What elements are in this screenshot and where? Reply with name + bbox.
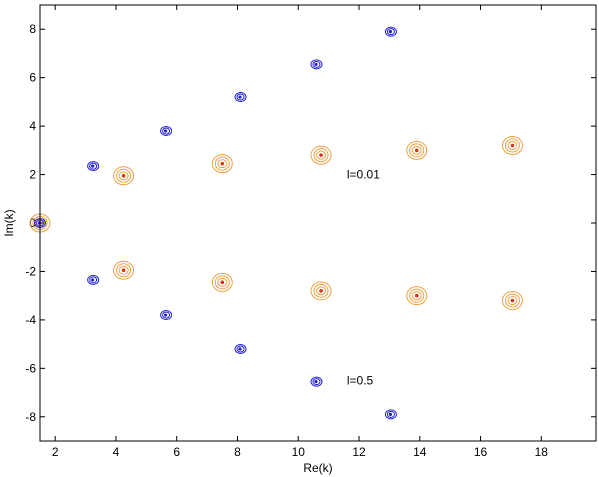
y-tick-label: 8 <box>29 22 36 36</box>
orange-series-point <box>113 166 135 186</box>
plot-background <box>40 5 596 441</box>
orange-series-point <box>406 286 428 306</box>
blue-series-point <box>87 161 100 172</box>
annotation-layer: l=0.01 l=0.5 <box>347 168 380 388</box>
blue-series-point <box>384 26 397 37</box>
orange-series-point <box>310 281 332 301</box>
blue-series-point <box>160 125 173 136</box>
x-tick-label: 4 <box>113 445 120 459</box>
y-tick-label: -8 <box>25 410 36 424</box>
marks-layer <box>29 26 523 420</box>
x-tick-label: 12 <box>352 445 366 459</box>
y-tick-label: -4 <box>25 313 36 327</box>
y-tick-label: 2 <box>29 168 36 182</box>
x-tick-label: 16 <box>474 445 488 459</box>
annotation-label: l=0.01 <box>347 168 380 182</box>
y-tick-label: -6 <box>25 361 36 375</box>
blue-series-point <box>310 376 323 387</box>
blue-series-point <box>310 59 323 70</box>
blue-series-point <box>87 274 100 285</box>
orange-series-point <box>113 260 135 280</box>
x-tick-label: 18 <box>535 445 549 459</box>
annotation-label: l=0.5 <box>347 373 374 387</box>
orange-series-point <box>211 154 233 174</box>
orange-series-point <box>501 291 523 311</box>
blue-series-point <box>234 343 247 354</box>
y-axis-title: Im(k) <box>2 209 16 236</box>
blue-series-point <box>384 409 397 420</box>
x-tick-label: 8 <box>234 445 241 459</box>
x-tick-label: 14 <box>413 445 427 459</box>
orange-series-point <box>211 272 233 292</box>
orange-series-point <box>501 135 523 155</box>
x-tick-label: 6 <box>173 445 180 459</box>
x-tick-label: 10 <box>292 445 306 459</box>
orange-series-point <box>310 145 332 165</box>
y-tick-label: 6 <box>29 71 36 85</box>
x-tick-label: 2 <box>52 445 59 459</box>
orange-series-point <box>406 140 428 160</box>
plot-frame <box>39 4 597 442</box>
y-tick-label: 4 <box>29 119 36 133</box>
blue-series-point <box>160 310 173 321</box>
blue-series-point <box>234 92 247 103</box>
y-tick-label: -2 <box>25 264 36 278</box>
x-axis-title: Re(k) <box>303 461 332 475</box>
